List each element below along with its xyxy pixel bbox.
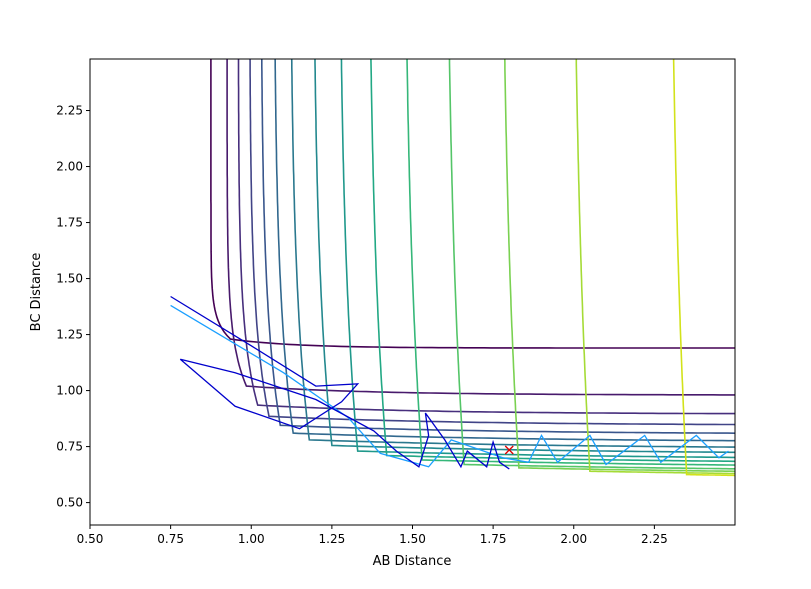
y-tick-label: 1.00	[56, 384, 83, 398]
marker-group	[504, 445, 514, 455]
x-tick-label: 2.00	[560, 532, 587, 546]
contour-line-0	[210, 59, 735, 349]
contour-line-5	[274, 59, 735, 442]
x-axis-label: AB Distance	[373, 554, 452, 569]
contour-line-3	[249, 59, 735, 426]
y-tick-label: 1.50	[56, 272, 83, 286]
x-tick-label: 1.50	[399, 532, 426, 546]
contour-line-14	[672, 59, 735, 477]
y-axis-label: BC Distance	[29, 253, 44, 332]
x-tick-label: 0.75	[157, 532, 184, 546]
y-tick-label: 0.75	[56, 440, 83, 454]
x-tick-label: 1.00	[238, 532, 265, 546]
contour-line-11	[448, 59, 735, 470]
x-tick-label: 1.75	[480, 532, 507, 546]
y-tick-label: 1.25	[56, 328, 83, 342]
trajectory-group	[170, 295, 729, 470]
contour-line-6	[290, 59, 735, 448]
contour-line-13	[575, 59, 735, 475]
x-tick-label: 0.50	[77, 532, 104, 546]
contour-line-1	[226, 59, 735, 396]
y-tick-label: 2.00	[56, 160, 83, 174]
y-tick-label: 1.75	[56, 216, 83, 230]
contour-line-8	[340, 59, 735, 459]
contour-line-10	[406, 59, 735, 466]
y-tick-label: 0.50	[56, 496, 83, 510]
x-tick-label: 1.25	[319, 532, 346, 546]
y-tick-label: 2.25	[56, 104, 83, 118]
contour-lines	[210, 59, 735, 477]
x-axis: 0.50 0.75 1.00 1.25 1.50 1.75 2.00 2.25	[77, 525, 668, 546]
trajectory-line	[170, 295, 510, 470]
trajectory-secondary-line	[170, 304, 729, 468]
x-tick-label: 2.25	[641, 532, 668, 546]
y-axis: 0.50 0.75 1.00 1.25 1.50 1.75 2.00 2.25	[56, 104, 90, 510]
contour-line-12	[504, 59, 735, 473]
contour-line-7	[314, 59, 735, 454]
end-marker	[504, 445, 514, 455]
contour-line-4	[261, 59, 735, 434]
